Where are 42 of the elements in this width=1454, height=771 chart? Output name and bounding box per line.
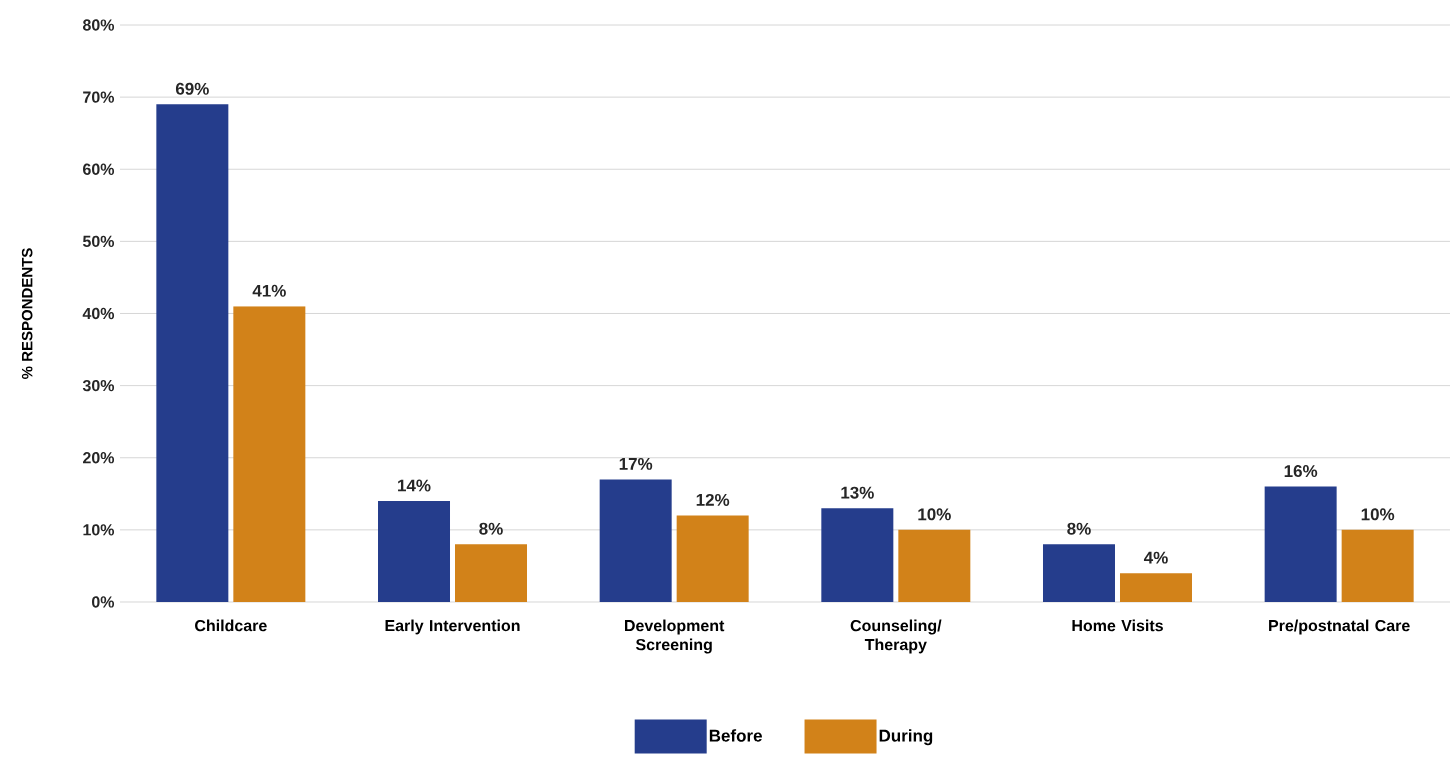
data-label: 12% [696,493,730,506]
bar [898,529,971,602]
bar [1341,529,1414,602]
bar [1264,486,1337,602]
x-tick-label: Development Screening [625,619,725,654]
x-tick-label: Home Visits [1072,619,1163,632]
legend-label: Before [709,729,762,742]
x-tick-label: Pre/postnatal Care [1269,619,1410,635]
y-tick-label: 30% [82,379,115,392]
y-tick-label: 20% [83,452,115,464]
data-label: 41% [252,284,286,297]
data-label: 69% [175,82,209,95]
bar [676,515,749,602]
data-label: 4% [1143,551,1168,564]
y-axis-title: % RESPONDENTS [21,248,33,379]
bar [233,306,306,602]
bar [156,104,229,602]
y-tick-label: 50% [82,235,115,248]
data-label: 13% [841,486,874,499]
data-label: 10% [918,508,951,521]
legend-label: During [879,729,933,746]
data-label: 17% [619,457,653,470]
bar [821,508,894,602]
bar [1042,544,1115,602]
bar [378,501,451,602]
y-tick-label: 40% [82,307,115,320]
bar [455,544,528,602]
data-label: 8% [1067,522,1091,535]
y-tick-label: 0% [91,596,115,608]
x-tick-label: Early Intervention [385,619,520,635]
y-tick-label: 60% [83,163,115,175]
data-label: 16% [1284,465,1318,478]
x-tick-label: Counseling/ Therapy [850,619,942,654]
data-label: 10% [1361,508,1395,521]
y-tick-label: 70% [83,91,115,103]
data-label: 14% [398,479,431,492]
bar [1120,573,1192,602]
x-tick-label: Childcare [195,619,267,632]
bar [599,479,672,602]
data-label: 8% [479,522,503,535]
y-tick-label: 80% [82,19,115,31]
y-tick-label: 10% [83,524,115,536]
